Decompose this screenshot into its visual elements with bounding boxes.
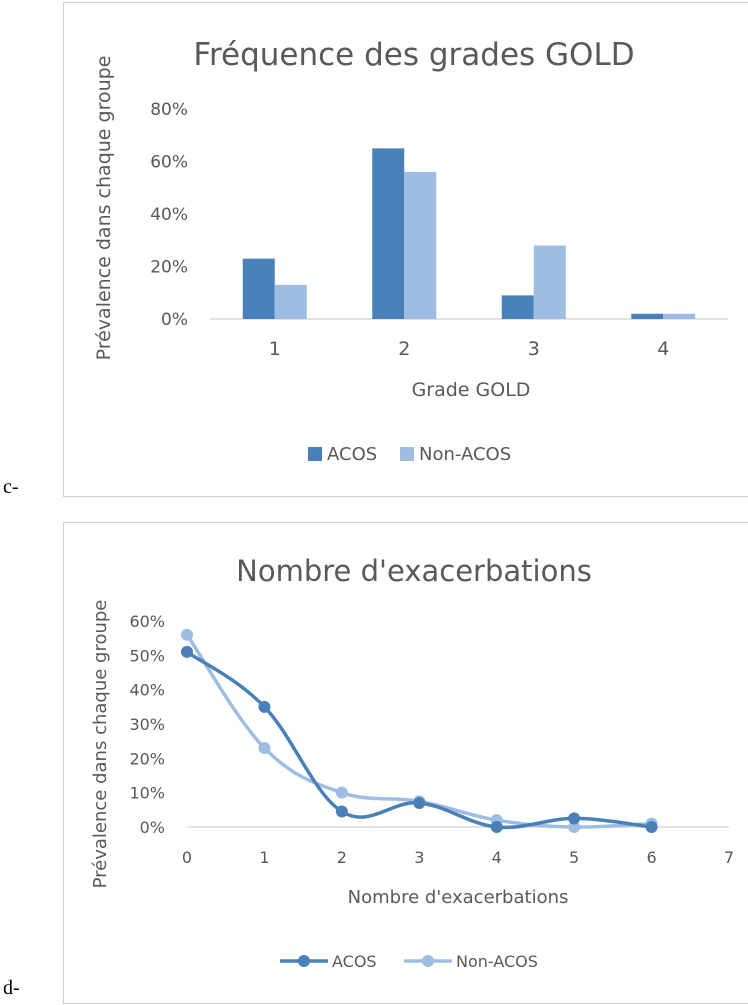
x-tick-label: 3 <box>414 848 424 867</box>
y-tick-label: 30% <box>129 715 165 734</box>
bar-non-acos-4 <box>663 313 696 319</box>
y-tick-label: 0% <box>140 818 165 837</box>
y-tick-label: 40% <box>129 681 165 700</box>
legend-label-acos: ACOS <box>327 444 377 465</box>
x-tick-label: 4 <box>492 848 502 867</box>
bar-acos-3 <box>501 295 534 319</box>
legend-swatch-acos <box>308 447 322 461</box>
x-tick-label: 7 <box>724 848 734 867</box>
bar-acos-2 <box>372 148 405 319</box>
x-tick-label: 1 <box>259 848 269 867</box>
bar-non-acos-3 <box>533 245 566 319</box>
point-acos-6 <box>645 821 658 833</box>
bar-chart-svg: Fréquence des grades GOLD 0% 20% 40% 60% 80% P… <box>93 37 728 465</box>
bar-non-acos-2 <box>404 172 437 319</box>
legend-label-non-acos: Non-ACOS <box>419 444 511 465</box>
y-tick-label: 20% <box>150 258 188 278</box>
point-acos-2 <box>335 805 348 818</box>
y-tick-label: 20% <box>129 749 165 768</box>
x-tick-label: 2 <box>398 338 410 360</box>
point-non-acos-2 <box>335 786 348 799</box>
panel-letter-c: c- <box>3 476 19 498</box>
y-tick-label: 60% <box>129 612 165 631</box>
y-tick-label: 60% <box>150 153 188 173</box>
point-acos-4 <box>490 821 503 833</box>
legend-marker-non-acos <box>422 955 434 967</box>
x-tick-label: 2 <box>337 848 347 867</box>
bar-acos-1 <box>242 258 275 319</box>
legend-label-non-acos: Non-ACOS <box>456 952 538 971</box>
y-tick-label: 40% <box>150 205 188 225</box>
line-chart-svg: Nombre d'exacerbations 0% 10% 20% 30% 40% 50% 6… <box>90 554 734 971</box>
x-axis-label: Grade GOLD <box>412 379 531 401</box>
legend-marker-acos <box>298 955 310 967</box>
y-axis-label: Prévalence dans chaque groupe <box>93 56 115 361</box>
x-tick-label: 4 <box>657 338 669 360</box>
legend-swatch-non-acos <box>400 447 414 461</box>
x-tick-label: 6 <box>646 848 656 867</box>
panel-letter-d: d- <box>3 977 20 999</box>
x-tick-label: 5 <box>569 848 579 867</box>
y-tick-label: 10% <box>129 784 165 803</box>
point-acos-1 <box>258 700 271 713</box>
y-tick-label: 80% <box>150 100 188 120</box>
x-axis-label: Nombre d'exacerbations <box>348 887 569 908</box>
point-acos-5 <box>568 812 581 825</box>
point-non-acos-0 <box>181 628 193 641</box>
x-tick-label: 3 <box>528 338 540 360</box>
chart-title: Nombre d'exacerbations <box>236 554 592 588</box>
x-tick-label: 0 <box>182 848 192 867</box>
bar-acos-4 <box>631 313 664 319</box>
chart-grades-gold: Fréquence des grades GOLD 0% 20% 40% 60% 80% P… <box>63 2 748 497</box>
point-acos-0 <box>181 645 193 658</box>
chart-exacerbations: Nombre d'exacerbations 0% 10% 20% 30% 40% 50% 6… <box>63 522 748 1004</box>
x-tick-label: 1 <box>269 338 281 360</box>
point-acos-3 <box>413 796 426 809</box>
bar-non-acos-1 <box>274 284 307 319</box>
y-tick-label: 0% <box>161 310 188 330</box>
point-non-acos-1 <box>258 742 271 755</box>
y-tick-label: 50% <box>129 646 165 665</box>
point-non-acos-5 <box>568 821 581 833</box>
legend-label-acos: ACOS <box>332 952 377 971</box>
chart-title: Fréquence des grades GOLD <box>193 37 634 73</box>
y-axis-label: Prévalence dans chaque groupe <box>90 600 111 889</box>
